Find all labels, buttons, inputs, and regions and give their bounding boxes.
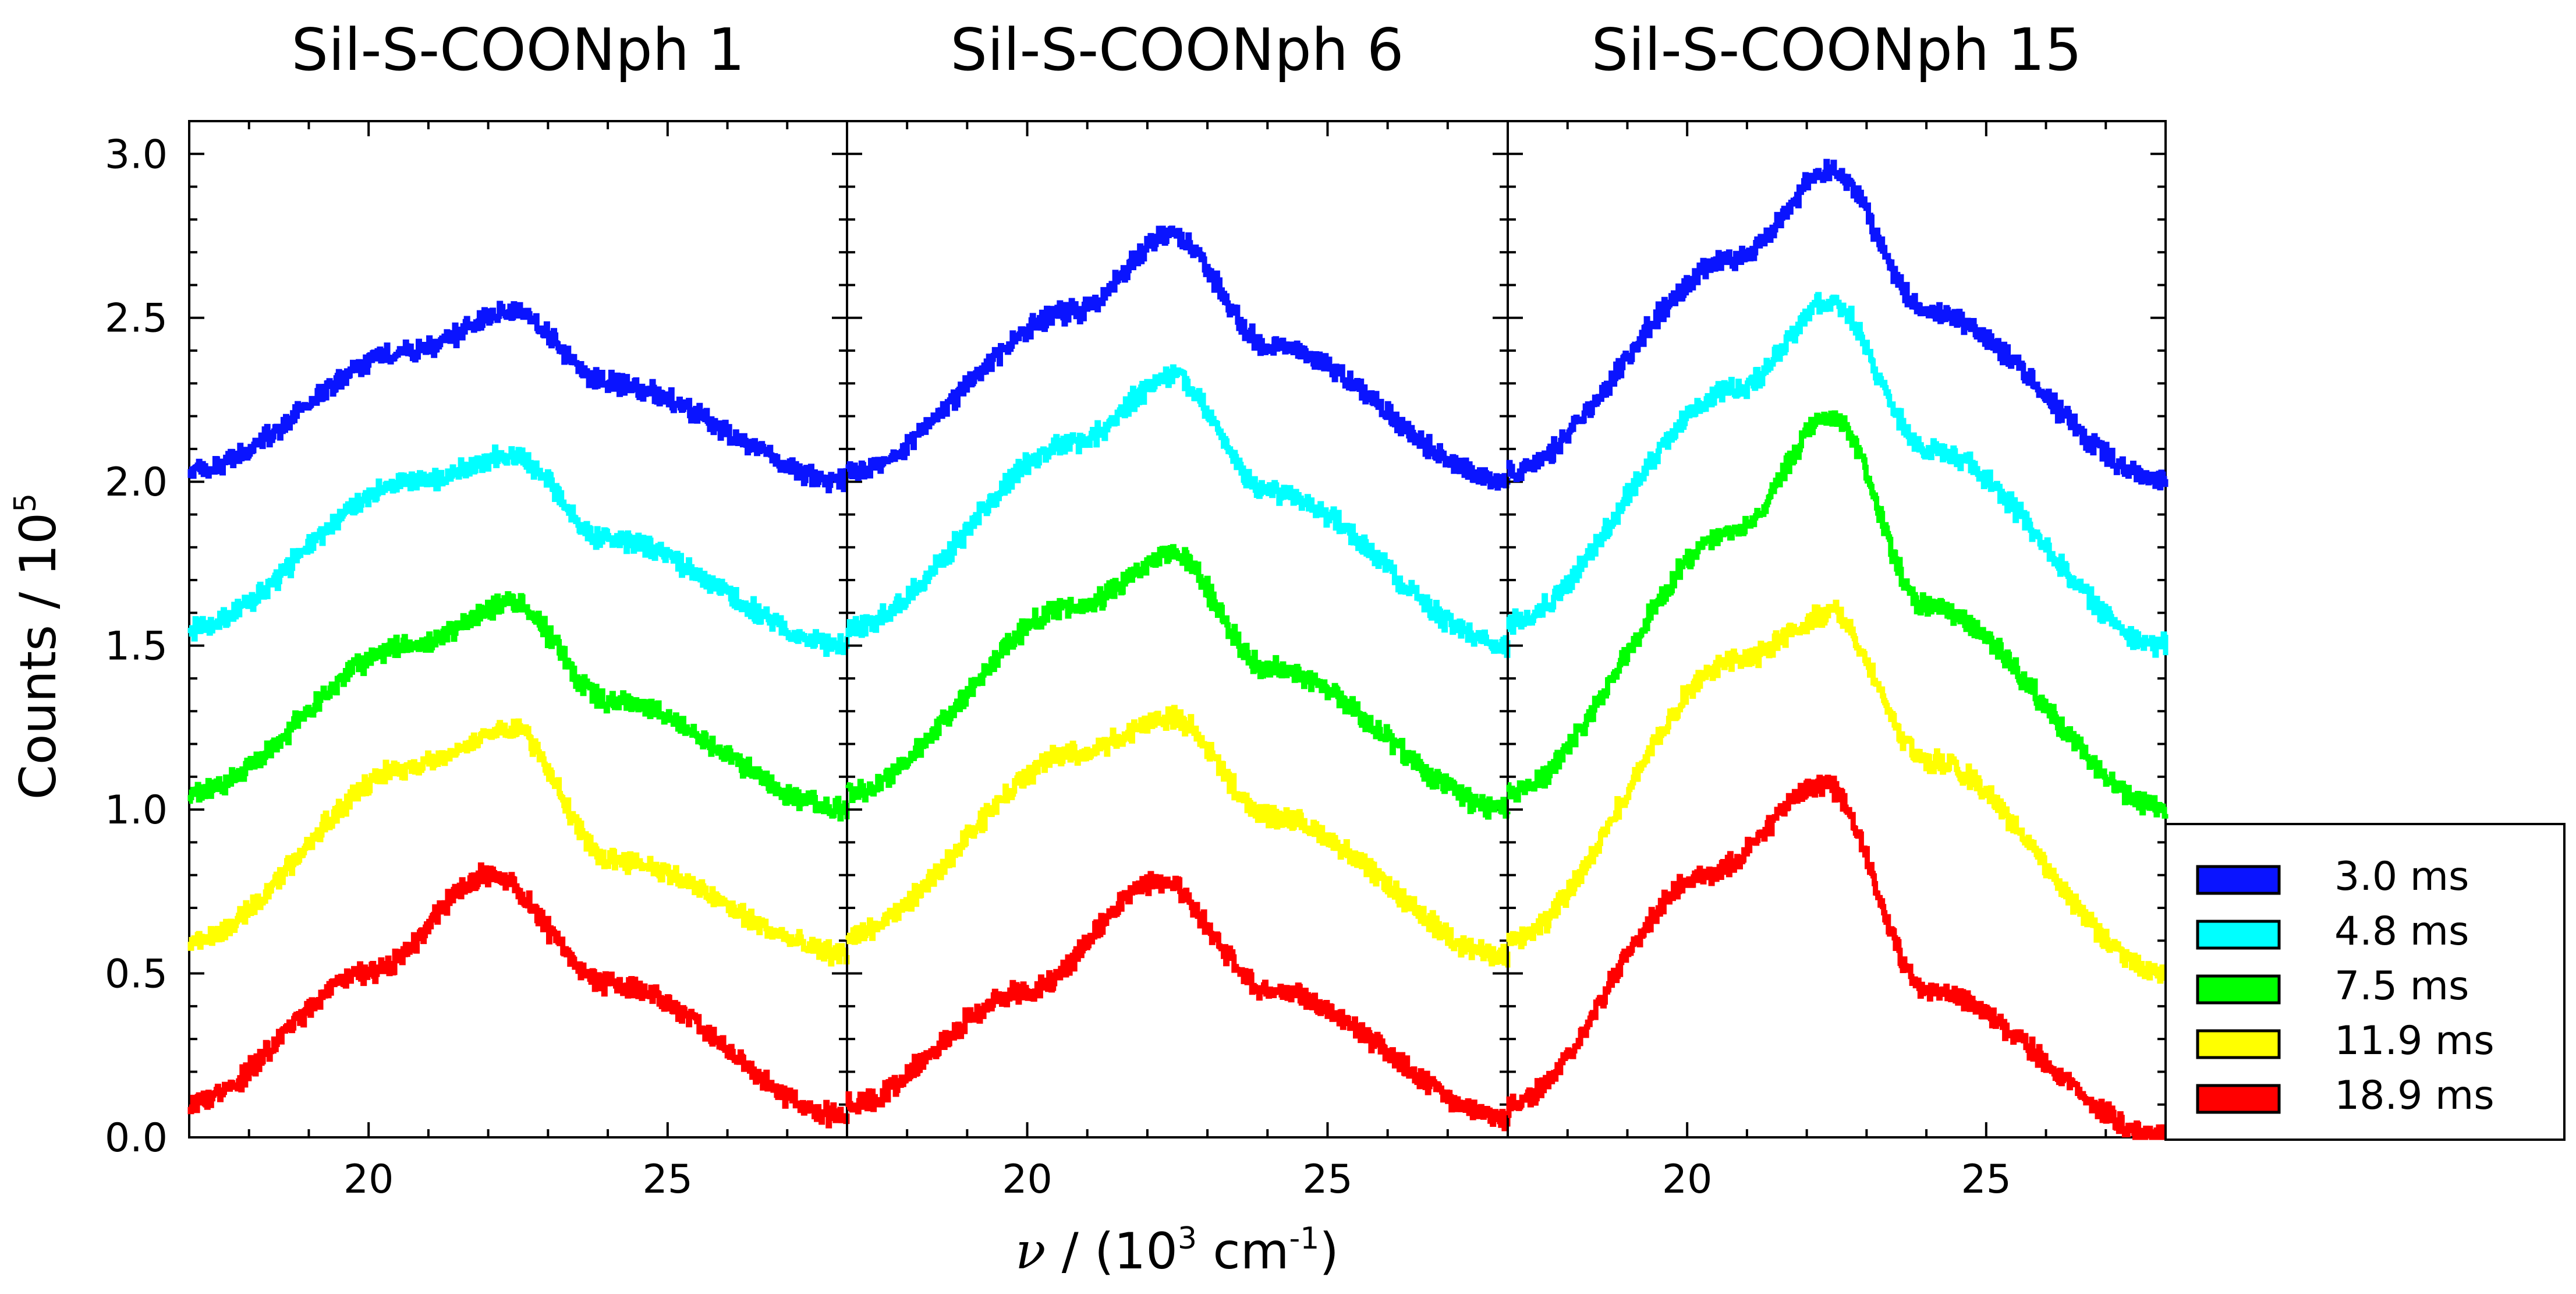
y-tick-label: 0.5 bbox=[105, 952, 168, 998]
x-axis-superscript-2: -1 bbox=[1289, 1221, 1320, 1256]
y-tick-label: 3.0 bbox=[105, 132, 168, 178]
legend-swatch bbox=[2196, 1029, 2281, 1059]
x-tick-label: 20 bbox=[1002, 1157, 1053, 1203]
legend-swatch bbox=[2196, 865, 2281, 895]
x-tick-label: 25 bbox=[1961, 1157, 2012, 1203]
panel-title-2: Sil-S-COONph 6 bbox=[950, 16, 1404, 84]
legend: 3.0 ms 4.8 ms 7.5 ms 11.9 ms 18.9 ms bbox=[2164, 823, 2566, 1141]
series-line-3-0-ms bbox=[845, 225, 1511, 491]
legend-label: 7.5 ms bbox=[2334, 963, 2469, 1009]
y-axis-label-text: Counts / 10 bbox=[9, 512, 68, 800]
series-line-18-9-ms bbox=[1506, 775, 2167, 1140]
panel-title-1: Sil-S-COONph 1 bbox=[291, 16, 745, 84]
series-line-18-9-ms bbox=[187, 862, 850, 1129]
series-line-3-0-ms bbox=[1506, 158, 2168, 491]
series-line-7-5-ms bbox=[1506, 410, 2168, 819]
series-line-11-9-ms bbox=[845, 705, 1511, 968]
y-tick-label: 1.0 bbox=[105, 787, 168, 833]
y-tick-label: 2.5 bbox=[105, 296, 168, 342]
series-line-7-5-ms bbox=[845, 544, 1511, 820]
x-tick-label: 25 bbox=[1302, 1157, 1353, 1203]
y-tick-label: 1.5 bbox=[105, 624, 168, 670]
y-tick-labels: 0.0 0.5 1.0 1.5 2.0 2.5 3.0 bbox=[105, 132, 168, 1161]
y-axis-label-superscript: 5 bbox=[8, 493, 43, 512]
series-line-3-0-ms bbox=[187, 300, 850, 494]
series-line-4-8-ms bbox=[187, 444, 850, 657]
y-axis-label: Counts / 105 bbox=[8, 493, 68, 800]
x-axis-label: ν / (103 cm-1) bbox=[1015, 1221, 1339, 1281]
x-tick-label: 20 bbox=[343, 1157, 394, 1203]
legend-swatch bbox=[2196, 974, 2281, 1005]
x-axis-superscript-1: 3 bbox=[1178, 1221, 1197, 1256]
x-tick-label: 25 bbox=[643, 1157, 693, 1203]
plot-frame bbox=[188, 120, 848, 1139]
legend-label: 4.8 ms bbox=[2334, 908, 2469, 954]
panel-sil-s-coonph-15 bbox=[1506, 120, 2168, 1140]
x-axis-label-text: / (10 bbox=[1046, 1222, 1178, 1281]
series-line-11-9-ms bbox=[1506, 599, 2168, 984]
series-line-4-8-ms bbox=[1506, 292, 2168, 658]
legend-swatch bbox=[2196, 1084, 2281, 1114]
x-axis-close: ) bbox=[1319, 1222, 1339, 1281]
x-tick-labels: 20 25 20 25 20 25 bbox=[343, 1157, 2011, 1203]
series-line-7-5-ms bbox=[187, 591, 850, 822]
legend-swatch bbox=[2196, 920, 2281, 950]
x-tick-label: 20 bbox=[1662, 1157, 1713, 1203]
series-line-4-8-ms bbox=[845, 364, 1511, 658]
legend-label: 11.9 ms bbox=[2334, 1018, 2494, 1064]
y-tick-label: 0.0 bbox=[105, 1115, 168, 1161]
panel-sil-s-coonph-6 bbox=[845, 120, 1511, 1139]
y-tick-label: 2.0 bbox=[105, 459, 168, 505]
legend-label: 3.0 ms bbox=[2334, 854, 2469, 900]
series-line-18-9-ms bbox=[845, 871, 1511, 1132]
plot-frame bbox=[846, 120, 1509, 1139]
legend-label: 18.9 ms bbox=[2334, 1073, 2494, 1119]
panel-sil-s-coonph-1 bbox=[187, 120, 850, 1139]
x-axis-symbol: ν bbox=[1015, 1222, 1046, 1281]
x-axis-unit: cm bbox=[1197, 1222, 1289, 1281]
series-line-11-9-ms bbox=[187, 718, 850, 967]
panel-title-3: Sil-S-COONph 15 bbox=[1592, 16, 2082, 84]
